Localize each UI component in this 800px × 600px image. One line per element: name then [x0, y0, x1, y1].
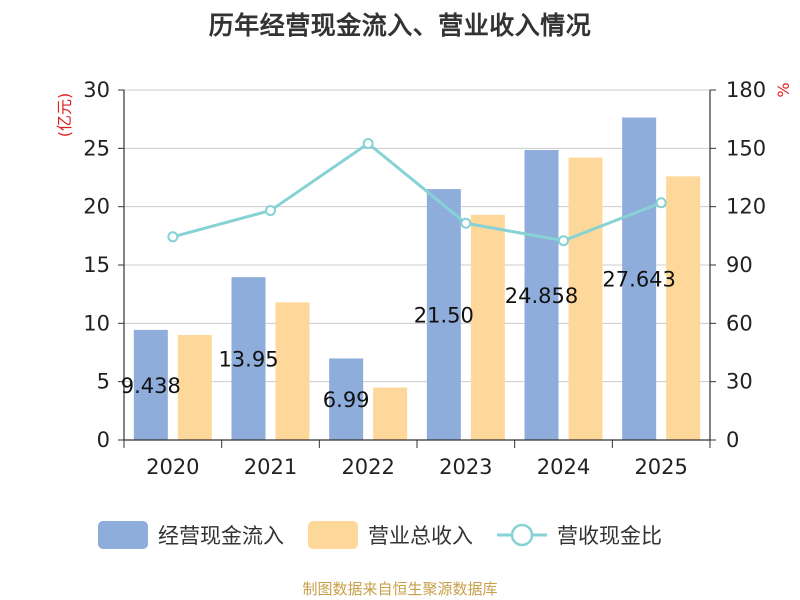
legend-label: 营业总收入	[368, 524, 473, 548]
bar-cash-inflow	[231, 277, 266, 440]
y-tick-label-right: 180	[726, 78, 766, 102]
line-ratio	[172, 141, 662, 243]
legend-label: 经营现金流入	[158, 524, 284, 548]
y-tick-label-right: 0	[726, 428, 739, 452]
y-tick-label-left: 5	[97, 370, 110, 394]
legend-swatch-revenue	[308, 521, 358, 549]
x-tick-label: 2022	[341, 455, 394, 479]
bar-revenue	[666, 176, 701, 441]
y-tick-label-left: 25	[83, 136, 110, 160]
bar-cash-inflow	[133, 329, 168, 440]
data-label: 27.643	[602, 268, 675, 292]
y-tick-label-right: 60	[726, 311, 753, 335]
bar-cash-inflow	[329, 358, 364, 440]
x-tick-label: 2021	[244, 455, 297, 479]
x-tick-label: 2025	[634, 455, 687, 479]
y-axis-label-right: %	[774, 82, 793, 97]
legend-swatch-cash-inflow	[98, 521, 148, 549]
chart-title: 历年经营现金流入、营业收入情况	[208, 11, 592, 40]
data-label: 13.95	[218, 348, 278, 372]
bar-cash-inflow	[622, 117, 657, 440]
bar-cash-inflow	[524, 149, 559, 441]
bar-revenue	[470, 214, 505, 440]
x-tick-label: 2020	[146, 455, 199, 479]
bar-revenue	[275, 302, 310, 440]
y-tick-label-left: 10	[83, 311, 110, 335]
line-point	[167, 231, 179, 243]
y-axis-label-left: (亿元)	[55, 93, 74, 138]
y-tick-label-left: 20	[83, 195, 110, 219]
legend-label: 营收现金比	[557, 524, 662, 548]
line-point	[460, 217, 472, 229]
data-label: 24.858	[505, 284, 578, 308]
line-point	[362, 137, 374, 149]
x-tick-label: 2023	[439, 455, 492, 479]
bar-cash-inflow	[426, 189, 461, 440]
y-tick-label-right: 150	[726, 136, 766, 160]
y-tick-label-right: 30	[726, 370, 753, 394]
bar-revenue	[373, 387, 408, 440]
data-label: 21.50	[414, 304, 474, 328]
y-tick-label-left: 30	[83, 78, 110, 102]
bar-revenue	[568, 157, 603, 440]
line-point	[265, 205, 276, 217]
y-tick-label-right: 90	[726, 253, 753, 277]
line-point	[655, 197, 667, 209]
data-label: 9.438	[121, 374, 181, 398]
y-tick-label-left: 0	[97, 428, 110, 452]
y-tick-label-left: 15	[83, 253, 110, 277]
x-tick-label: 2024	[537, 455, 590, 479]
line-point	[558, 235, 569, 247]
source-note: 制图数据来自恒生聚源数据库	[302, 580, 498, 598]
bar-revenue	[177, 335, 212, 440]
legend-marker-ratio	[510, 523, 534, 547]
y-tick-label-right: 120	[726, 195, 766, 219]
data-label: 6.99	[323, 388, 370, 412]
